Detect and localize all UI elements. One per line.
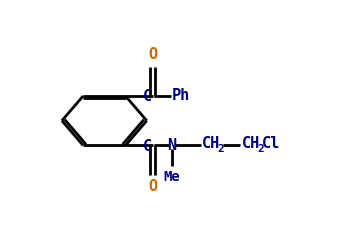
Text: C: C xyxy=(142,139,151,154)
Text: N: N xyxy=(167,138,176,153)
Text: C: C xyxy=(142,89,151,104)
Text: CH: CH xyxy=(202,136,220,151)
Text: Me: Me xyxy=(164,170,180,184)
Text: Ph: Ph xyxy=(172,88,190,103)
Text: CH: CH xyxy=(242,136,260,151)
Text: Cl: Cl xyxy=(262,136,280,151)
Text: 2: 2 xyxy=(217,144,224,154)
Text: 2: 2 xyxy=(257,144,264,154)
Text: O: O xyxy=(148,47,157,62)
Text: O: O xyxy=(148,179,157,195)
